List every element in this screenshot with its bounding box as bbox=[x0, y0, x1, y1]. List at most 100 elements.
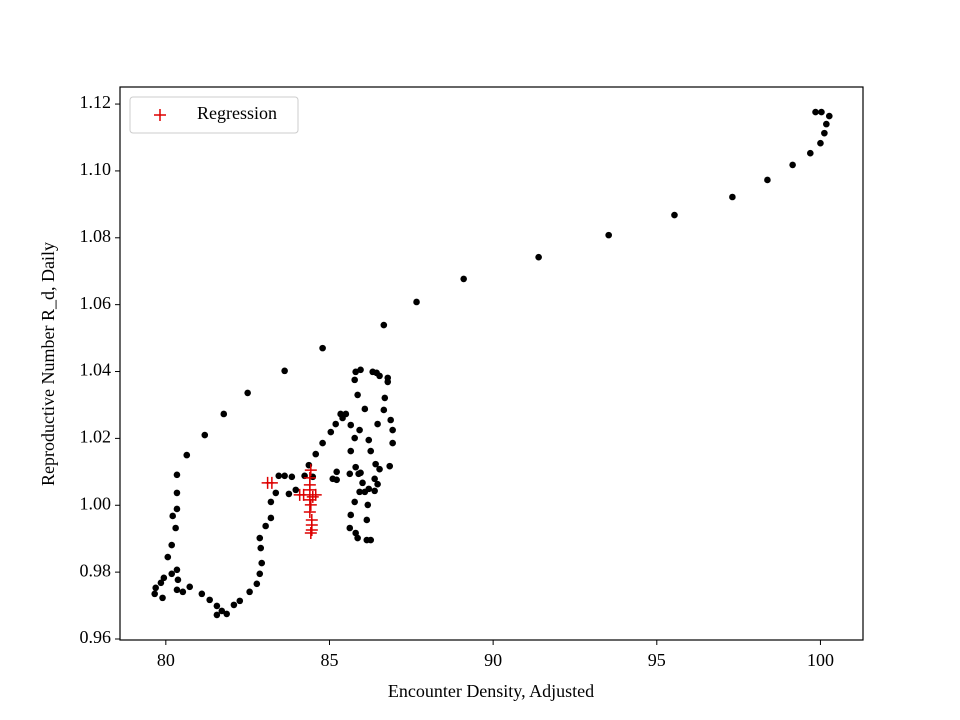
point bbox=[272, 489, 280, 497]
point bbox=[159, 594, 166, 602]
point bbox=[355, 470, 362, 478]
point bbox=[347, 511, 355, 519]
point bbox=[386, 462, 394, 470]
point bbox=[361, 488, 369, 496]
point bbox=[327, 428, 335, 436]
x-tick-label: 80 bbox=[157, 650, 175, 670]
point bbox=[275, 472, 283, 480]
point bbox=[173, 489, 181, 497]
point bbox=[812, 108, 819, 116]
point bbox=[821, 129, 828, 137]
point bbox=[387, 416, 394, 424]
point bbox=[413, 298, 420, 306]
point bbox=[347, 421, 355, 429]
point bbox=[535, 253, 542, 261]
point bbox=[281, 472, 288, 480]
point bbox=[346, 524, 354, 532]
x-tick-label: 85 bbox=[320, 650, 338, 670]
point bbox=[357, 366, 364, 374]
point bbox=[361, 405, 369, 413]
plot-frame bbox=[119, 86, 864, 641]
point bbox=[246, 588, 253, 596]
marker-plus bbox=[304, 464, 317, 477]
point bbox=[381, 394, 389, 402]
point bbox=[267, 514, 275, 522]
point bbox=[823, 120, 830, 128]
point bbox=[605, 231, 612, 239]
point bbox=[359, 479, 366, 487]
point bbox=[374, 480, 381, 488]
point bbox=[168, 541, 176, 549]
marker-plus bbox=[265, 476, 278, 489]
marker-plus bbox=[309, 488, 322, 501]
point bbox=[256, 534, 264, 542]
point bbox=[230, 601, 238, 609]
marker-plus bbox=[305, 518, 318, 531]
point bbox=[213, 611, 221, 619]
point bbox=[164, 553, 172, 561]
point bbox=[367, 447, 375, 455]
point bbox=[789, 161, 796, 169]
y-tick-label: 1.06 bbox=[80, 293, 112, 313]
point bbox=[152, 584, 159, 592]
point bbox=[281, 367, 288, 375]
point bbox=[213, 602, 221, 610]
marker-plus bbox=[154, 109, 166, 121]
x-tick-label: 100 bbox=[807, 650, 834, 670]
y-tick-label: 1.12 bbox=[80, 92, 112, 112]
y-tick-label: 0.96 bbox=[80, 627, 112, 647]
point bbox=[319, 439, 326, 447]
point bbox=[363, 516, 371, 524]
legend-box bbox=[129, 96, 299, 134]
point bbox=[198, 590, 206, 598]
point bbox=[352, 529, 359, 537]
point bbox=[351, 376, 358, 384]
point bbox=[371, 475, 378, 483]
point bbox=[389, 426, 396, 434]
point bbox=[332, 420, 339, 428]
point bbox=[285, 490, 293, 498]
point bbox=[764, 176, 771, 184]
point bbox=[376, 372, 383, 380]
marker-plus bbox=[297, 488, 310, 501]
point bbox=[253, 580, 261, 588]
point bbox=[169, 512, 176, 520]
point bbox=[365, 436, 373, 444]
x-tick-label: 95 bbox=[648, 650, 666, 670]
point bbox=[380, 406, 388, 414]
y-tick-label: 1.02 bbox=[80, 427, 112, 447]
point bbox=[292, 486, 300, 494]
point bbox=[179, 588, 187, 596]
point bbox=[262, 522, 269, 530]
y-tick-label: 1.10 bbox=[80, 159, 112, 179]
marker-plus bbox=[303, 493, 316, 506]
point bbox=[389, 439, 396, 447]
point bbox=[244, 389, 251, 397]
point bbox=[817, 139, 824, 147]
point bbox=[356, 488, 363, 496]
point bbox=[172, 524, 179, 532]
point bbox=[288, 473, 296, 481]
point bbox=[151, 590, 158, 598]
point bbox=[319, 344, 326, 352]
x-tick-label: 90 bbox=[484, 650, 502, 670]
point bbox=[384, 374, 392, 382]
point bbox=[825, 112, 833, 120]
point bbox=[339, 414, 346, 422]
point bbox=[376, 465, 383, 473]
marker-plus bbox=[303, 478, 316, 491]
point bbox=[354, 534, 361, 542]
point bbox=[257, 544, 265, 552]
point bbox=[818, 108, 825, 116]
y-tick-label: 1.04 bbox=[80, 360, 112, 380]
point bbox=[312, 450, 320, 458]
point bbox=[258, 559, 266, 567]
marker-plus bbox=[303, 505, 316, 518]
point bbox=[206, 596, 213, 604]
point bbox=[671, 211, 678, 219]
point bbox=[183, 451, 191, 459]
point bbox=[460, 275, 467, 283]
point bbox=[347, 447, 355, 455]
point bbox=[329, 475, 337, 483]
